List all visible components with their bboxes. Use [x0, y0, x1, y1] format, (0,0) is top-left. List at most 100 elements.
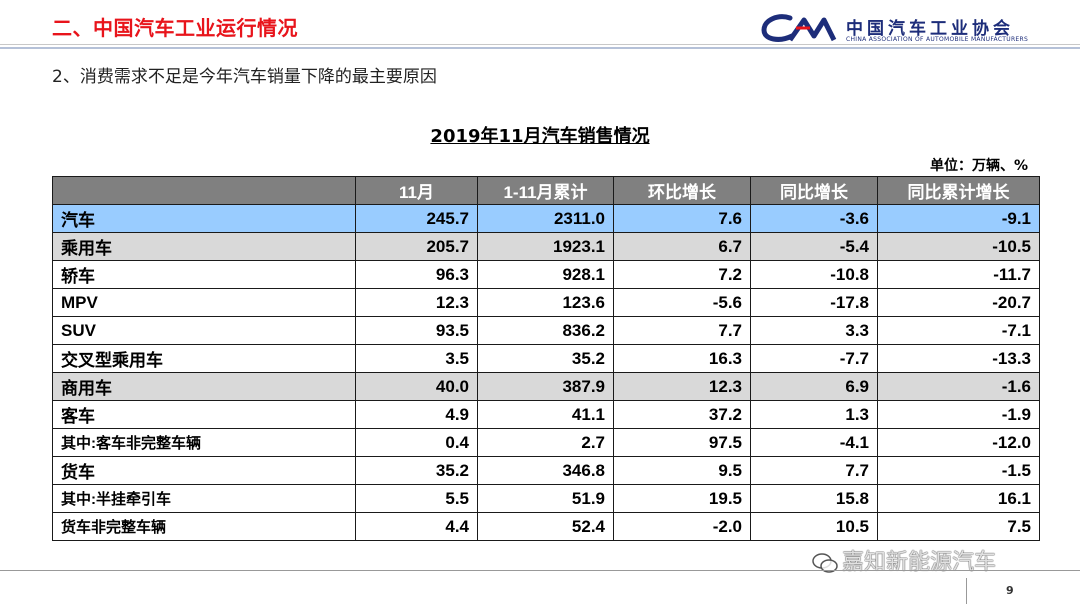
row-label: 客车: [52, 400, 356, 429]
footer-divider: [0, 570, 1080, 571]
table-cell: 123.6: [477, 288, 614, 317]
column-header: [52, 176, 356, 205]
table-cell: 1923.1: [477, 232, 614, 261]
table-cell: 96.3: [355, 260, 478, 289]
row-label: 汽车: [52, 204, 356, 233]
row-label: 交叉型乘用车: [52, 344, 356, 373]
row-label: MPV: [52, 288, 356, 317]
table-cell: 10.5: [750, 512, 878, 541]
table-cell: -9.1: [877, 204, 1040, 233]
table-title: 2019年11月汽车销售情况: [430, 126, 650, 147]
table-cell: 12.3: [613, 372, 751, 401]
table-cell: 1.3: [750, 400, 878, 429]
table-cell: -17.8: [750, 288, 878, 317]
table-row: 货车 35.2 346.8 9.5 7.7 -1.5: [52, 456, 1040, 485]
table-cell: 35.2: [477, 344, 614, 373]
table-cell: 40.0: [355, 372, 478, 401]
table-cell: 6.7: [613, 232, 751, 261]
table-row: SUV 93.5 836.2 7.7 3.3 -7.1: [52, 316, 1040, 345]
row-label: 其中:半挂牵引车: [52, 484, 356, 513]
table-cell: 51.9: [477, 484, 614, 513]
table-cell: 35.2: [355, 456, 478, 485]
table-cell: -11.7: [877, 260, 1040, 289]
table-cell: 4.9: [355, 400, 478, 429]
table-cell: 7.7: [750, 456, 878, 485]
table-cell: -10.8: [750, 260, 878, 289]
logo-chinese-name: 中国汽车工业协会: [846, 19, 1014, 39]
column-header: 1-11月累计: [477, 176, 614, 205]
column-header: 同比增长: [750, 176, 878, 205]
table-cell: 7.5: [877, 512, 1040, 541]
table-body: 汽车 245.7 2311.0 7.6 -3.6 -9.1 乘用车 205.7 1923.1 6.…: [52, 204, 1040, 541]
wechat-icon: [812, 553, 838, 573]
table-row: 货车非完整车辆 4.4 52.4 -2.0 10.5 7.5: [52, 512, 1040, 541]
table-row: 交叉型乘用车 3.5 35.2 16.3 -7.7 -13.3: [52, 344, 1040, 373]
row-label: SUV: [52, 316, 356, 345]
table-cell: -7.7: [750, 344, 878, 373]
section-subheading: 2、消费需求不足是今年汽车销量下降的最主要原因: [52, 67, 437, 87]
table-cell: 7.7: [613, 316, 751, 345]
table-cell: 245.7: [355, 204, 478, 233]
header-divider: [0, 44, 1080, 45]
row-label: 货车非完整车辆: [52, 512, 356, 541]
table-cell: -13.3: [877, 344, 1040, 373]
table-cell: 19.5: [613, 484, 751, 513]
table-cell: 2311.0: [477, 204, 614, 233]
table-cell: -3.6: [750, 204, 878, 233]
table-cell: -1.5: [877, 456, 1040, 485]
table-cell: -1.9: [877, 400, 1040, 429]
table-row: 商用车 40.0 387.9 12.3 6.9 -1.6: [52, 372, 1040, 401]
table-row: 其中:半挂牵引车 5.5 51.9 19.5 15.8 16.1: [52, 484, 1040, 513]
table-row: 其中:客车非完整车辆 0.4 2.7 97.5 -4.1 -12.0: [52, 428, 1040, 457]
table-cell: -5.4: [750, 232, 878, 261]
caam-logo-icon: [761, 14, 837, 42]
table-cell: 15.8: [750, 484, 878, 513]
table-cell: 16.1: [877, 484, 1040, 513]
table-cell: -5.6: [613, 288, 751, 317]
table-cell: 37.2: [613, 400, 751, 429]
table-cell: 3.5: [355, 344, 478, 373]
caam-logo: 中国汽车工业协会 CHINA ASSOCIATION OF AUTOMOBILE…: [760, 12, 1060, 46]
table-cell: -12.0: [877, 428, 1040, 457]
table-cell: 346.8: [477, 456, 614, 485]
footer-separator: [966, 578, 967, 604]
header-divider-accent: [0, 47, 1080, 49]
table-cell: 7.2: [613, 260, 751, 289]
table-row: 汽车 245.7 2311.0 7.6 -3.6 -9.1: [52, 204, 1040, 233]
table-cell: 4.4: [355, 512, 478, 541]
table-cell: -4.1: [750, 428, 878, 457]
table-cell: 93.5: [355, 316, 478, 345]
table-row: 乘用车 205.7 1923.1 6.7 -5.4 -10.5: [52, 232, 1040, 261]
table-cell: 12.3: [355, 288, 478, 317]
table-cell: 16.3: [613, 344, 751, 373]
table-cell: 205.7: [355, 232, 478, 261]
table-cell: -2.0: [613, 512, 751, 541]
watermark: 嘉知新能源汽车: [812, 544, 996, 576]
table-cell: 52.4: [477, 512, 614, 541]
table-cell: -10.5: [877, 232, 1040, 261]
row-label: 轿车: [52, 260, 356, 289]
table-cell: 41.1: [477, 400, 614, 429]
table-cell: 3.3: [750, 316, 878, 345]
row-label: 其中:客车非完整车辆: [52, 428, 356, 457]
table-header-row: 11月 1-11月累计 环比增长 同比增长 同比累计增长: [52, 176, 1040, 205]
row-label: 乘用车: [52, 232, 356, 261]
table-cell: 9.5: [613, 456, 751, 485]
logo-english-name: CHINA ASSOCIATION OF AUTOMOBILE MANUFACT…: [846, 36, 1029, 43]
table-row: 轿车 96.3 928.1 7.2 -10.8 -11.7: [52, 260, 1040, 289]
table-cell: 7.6: [613, 204, 751, 233]
watermark-text: 嘉知新能源汽车: [842, 550, 997, 575]
page-number: 9: [1006, 584, 1014, 597]
table-cell: 0.4: [355, 428, 478, 457]
column-header: 环比增长: [613, 176, 751, 205]
table-cell: 2.7: [477, 428, 614, 457]
table-row: 客车 4.9 41.1 37.2 1.3 -1.9: [52, 400, 1040, 429]
table-row: MPV 12.3 123.6 -5.6 -17.8 -20.7: [52, 288, 1040, 317]
row-label: 货车: [52, 456, 356, 485]
table-cell: -7.1: [877, 316, 1040, 345]
table-cell: 6.9: [750, 372, 878, 401]
slide-title: 二、中国汽车工业运行情况: [52, 16, 298, 40]
table-cell: 387.9: [477, 372, 614, 401]
table-cell: 836.2: [477, 316, 614, 345]
table-cell: 928.1: [477, 260, 614, 289]
